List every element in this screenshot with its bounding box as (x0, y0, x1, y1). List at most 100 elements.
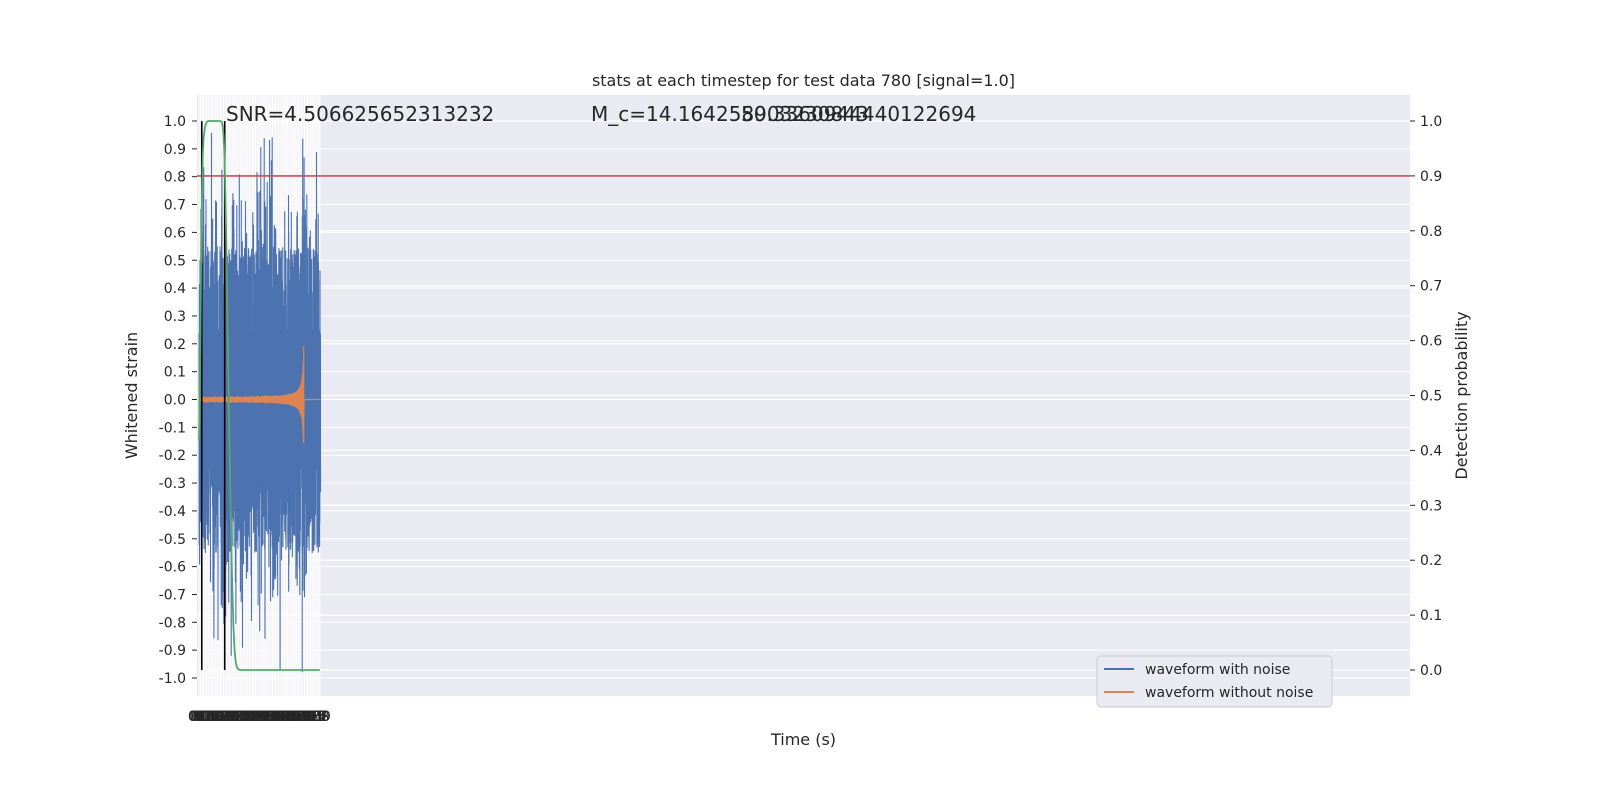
x-tick-label: 1.8 (215, 709, 237, 725)
x-tick-label: 5.6 (273, 709, 295, 725)
x-tick-label: 0.8 (200, 709, 222, 725)
y-tick-label: -0.6 (159, 560, 186, 576)
x-tick-label: 5.1 (266, 709, 288, 725)
y-tick-label: 0.5 (164, 253, 186, 269)
y-tick-label: 0.7 (164, 198, 186, 214)
y-tick-label: 1.0 (164, 114, 186, 130)
x-tick-label: 5.5 (272, 709, 294, 725)
x-tick-label: 2.8 (231, 709, 253, 725)
x-tick-label: 5.7 (275, 709, 297, 725)
x-tick-label: 5.0 (264, 709, 286, 725)
x-tick-label: 7.1 (296, 709, 318, 725)
x-tick-label: 3.6 (243, 709, 265, 725)
y2-tick-label: 0.8 (1420, 224, 1442, 240)
x-tick-label: 7.0 (295, 709, 317, 725)
x-tick-label: 2.0 (218, 709, 240, 725)
x-tick-label: 1.0 (203, 709, 225, 725)
x-tick-label: 6.5 (287, 709, 309, 725)
detection-probability-series (198, 120, 320, 671)
legend-box (1096, 655, 1333, 708)
x-tick-label: 0.1 (189, 709, 211, 725)
x-tick-label: 6.4 (286, 709, 308, 725)
y-tick-label: 0.3 (164, 309, 186, 325)
x-tick-label: 3.1 (235, 709, 257, 725)
x-tick-label: 4.2 (252, 709, 274, 725)
x-tick-label: 7.4 (301, 709, 323, 725)
x-tick-label: 3.4 (240, 709, 262, 725)
x-tick-label: 2.9 (232, 709, 254, 725)
x-tick-label: 0.3 (192, 709, 214, 725)
x-tick-label: 0.5 (196, 709, 218, 725)
x-tick-label: 0.0 (188, 709, 210, 725)
x-tick-label: 0.6 (197, 709, 219, 725)
x-tick-label: 7.5 (303, 709, 325, 725)
x-tick-label: 6.2 (283, 709, 305, 725)
x-tick-label: 5.8 (277, 709, 299, 725)
x-tick-label: 1.7 (214, 709, 236, 725)
y-tick-label: -0.1 (159, 420, 186, 436)
x-tick-label: 3.7 (244, 709, 266, 725)
y2-tick-label: 1.0 (1420, 114, 1442, 130)
y2-tick-label: 0.9 (1420, 169, 1442, 185)
x-tick-label: 4.9 (263, 709, 285, 725)
x-tick-label: 1.1 (205, 709, 227, 725)
x-tick-label: 5.4 (270, 709, 292, 725)
x-tick-label: 7.2 (298, 709, 320, 725)
x-tick-label: 1.3 (208, 709, 230, 725)
x-tick-label: 1.9 (217, 709, 239, 725)
x-tick-label: 3.5 (241, 709, 263, 725)
x-tick-label: 3.9 (247, 709, 269, 725)
x-tick-label: 3.0 (234, 709, 256, 725)
y2-tick-label: 0.6 (1420, 334, 1442, 350)
y-tick-label: 0.0 (164, 393, 186, 409)
mc-annotation: M_c=14.164258903230843 (591, 102, 869, 126)
y-tick-label: 0.4 (164, 281, 186, 297)
y2-tick-label: 0.7 (1420, 279, 1442, 295)
x-tick-label: 4.8 (261, 709, 283, 725)
x-tick-label: 4.3 (254, 709, 276, 725)
x-tick-label: 5.9 (278, 709, 300, 725)
x-tick-label: 7.7 (306, 709, 328, 725)
y-tick-label: -1.0 (159, 671, 186, 687)
y-tick-label: -0.5 (159, 532, 186, 548)
y-tick-label: -0.8 (159, 615, 186, 631)
y-tick-label: 0.9 (164, 142, 186, 158)
detection-probability-line (198, 120, 320, 671)
x-tick-label: 4.7 (260, 709, 282, 725)
y-tick-label: 0.2 (164, 337, 186, 353)
x-tick-label: 0.4 (194, 709, 216, 725)
y-tick-label: 0.6 (164, 225, 186, 241)
x-tick-label: 7.3 (299, 709, 321, 725)
chart-title: stats at each timestep for test data 780… (592, 71, 1015, 90)
x-tick-label: 0.2 (191, 709, 213, 725)
x-tick-label: 2.5 (226, 709, 248, 725)
axes: 0.00.10.20.30.40.50.60.70.80.91.01.11.21… (159, 114, 1443, 725)
y2-tick-label: 0.3 (1420, 498, 1442, 514)
x-tick-label: 6.9 (293, 709, 315, 725)
x-tick-label: 6.0 (280, 709, 302, 725)
snr-annotation: SNR=4.506625652313232 (226, 102, 494, 126)
legend: waveform with noise waveform without noi… (1096, 655, 1333, 708)
x-tick-label: 4.6 (258, 709, 280, 725)
x-tick-label: 5.3 (269, 709, 291, 725)
y-tick-label: 0.1 (164, 365, 186, 381)
x-tick-label: 5.2 (267, 709, 289, 725)
x-tick-label: 1.6 (212, 709, 234, 725)
x-tick-label: 3.3 (238, 709, 260, 725)
x-tick-label: 7.6 (304, 709, 326, 725)
y2-tick-label: 0.2 (1420, 553, 1442, 569)
legend-label-clean: waveform without noise (1145, 685, 1313, 701)
x-tick-label: 4.1 (251, 709, 273, 725)
x-tick-label: 1.4 (209, 709, 231, 725)
y2-tick-label: 0.0 (1420, 663, 1442, 679)
y2-tick-label: 0.1 (1420, 608, 1442, 624)
x-tick-label: 4.0 (249, 709, 271, 725)
y-tick-label: -0.7 (159, 587, 186, 603)
x-tick-label: 6.8 (292, 709, 314, 725)
x-tick-label: 6.3 (284, 709, 306, 725)
x-tick-label: 7.9 (309, 709, 331, 725)
x-tick-label: 2.6 (228, 709, 250, 725)
y2-tick-label: 0.4 (1420, 443, 1442, 459)
y-tick-label: -0.3 (159, 476, 186, 492)
